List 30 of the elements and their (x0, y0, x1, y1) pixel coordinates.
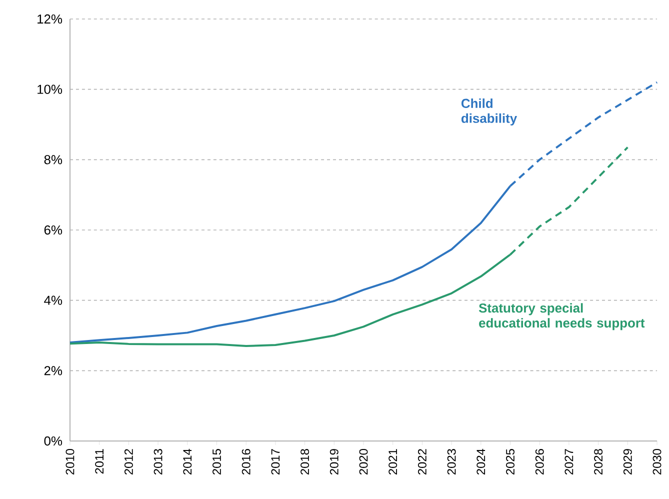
x-tick-label: 2021 (388, 449, 398, 475)
x-tick-label: 2026 (535, 449, 544, 475)
x-tick-label: 2020 (359, 448, 368, 475)
x-tick-label: 2029 (623, 449, 632, 475)
x-tick-label: 2015 (212, 449, 221, 475)
y-tick-label: 12% (38, 14, 62, 24)
y-tick-label: 6% (44, 225, 62, 235)
x-tick-label: 2011 (95, 449, 104, 474)
x-tick-label: 2014 (183, 448, 192, 475)
x-tick-label: 2010 (66, 448, 74, 475)
x-tick-label: 2013 (154, 449, 162, 475)
x-tick-label: 2017 (271, 449, 280, 475)
y-tick-label: 0% (44, 436, 62, 446)
series-label: Statutory special educational needs support (478, 303, 645, 330)
y-tick-label: 2% (44, 366, 62, 376)
text: Child disability (461, 98, 518, 126)
y-tick-label: 8% (44, 155, 62, 164)
y-tick-label: 10% (38, 84, 62, 94)
x-tick-label: 2024 (476, 448, 486, 475)
x-tick-label: 2019 (330, 449, 338, 475)
x-tick-label: 2025 (506, 449, 514, 475)
x-tick-label: 2027 (564, 449, 574, 475)
x-tick-label: 2028 (594, 449, 603, 475)
x-tick-label: 2023 (447, 449, 456, 475)
x-tick-label: 2030 (652, 448, 662, 475)
x-tick-label: 2022 (418, 449, 426, 475)
y-tick-label: 4% (44, 296, 62, 305)
x-tick-label: 2012 (124, 449, 133, 475)
x-tick-label: 2016 (242, 449, 250, 475)
x-tick-label: 2018 (300, 449, 310, 475)
